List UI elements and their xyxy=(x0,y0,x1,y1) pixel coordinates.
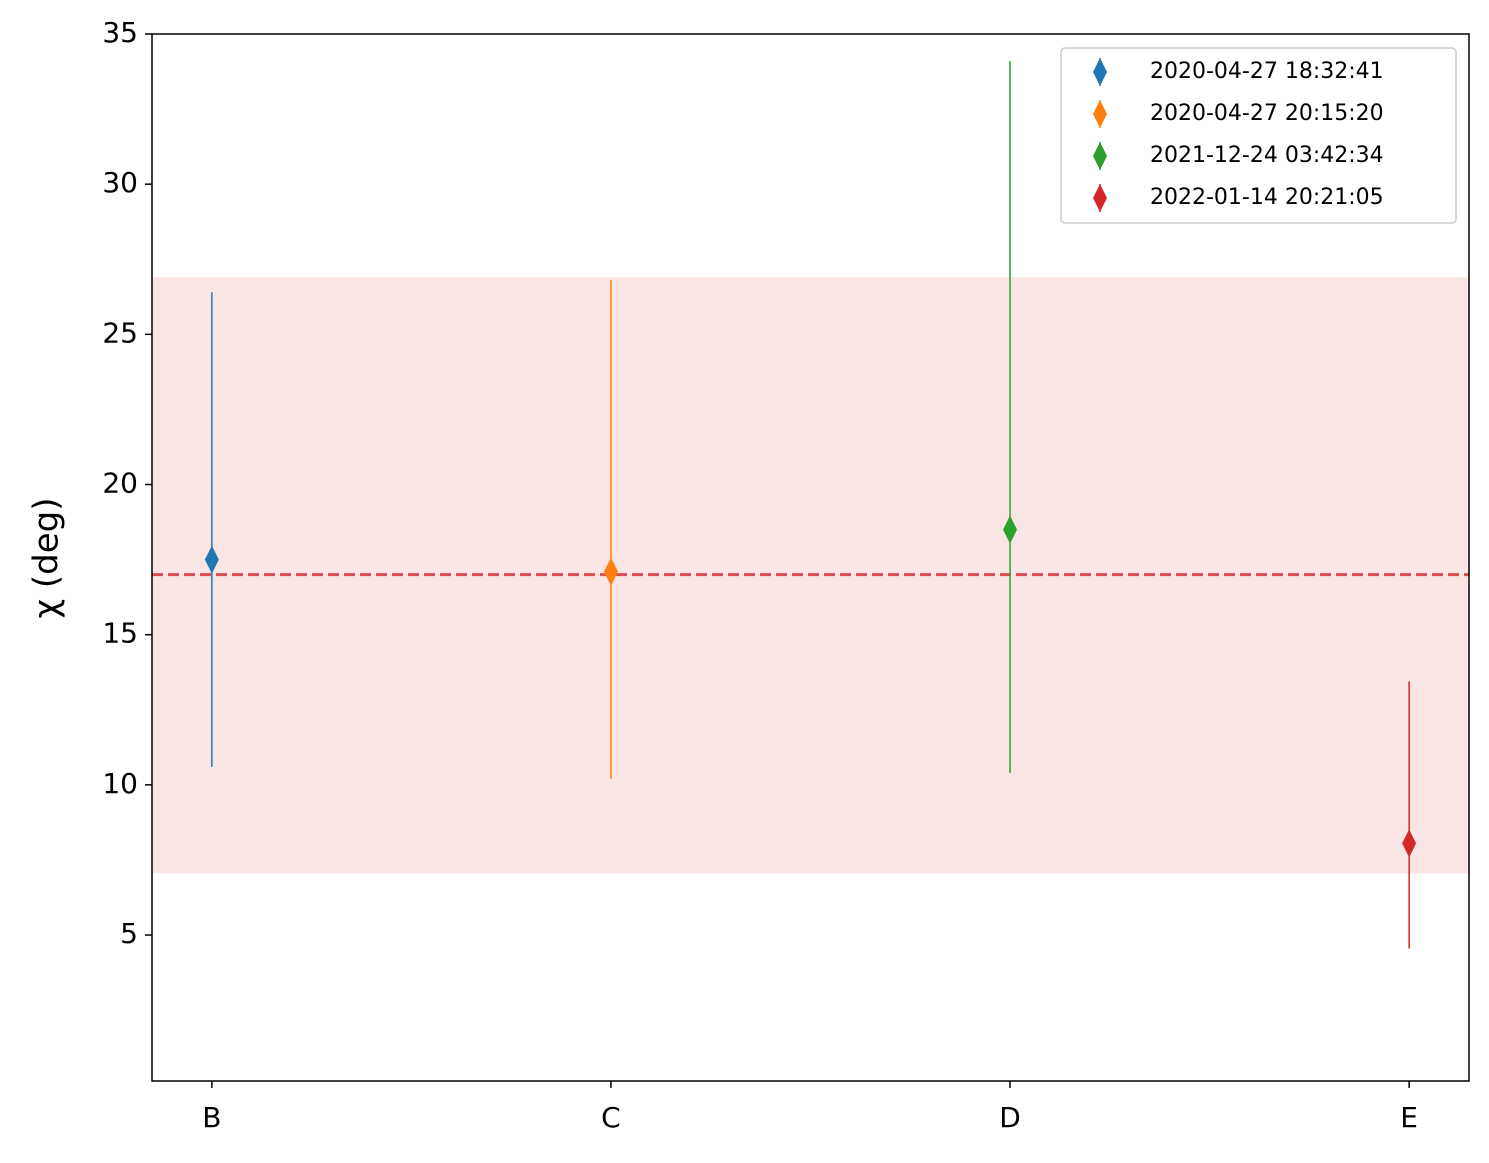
marker xyxy=(603,557,618,586)
legend-box xyxy=(1060,47,1457,224)
marker xyxy=(1003,515,1018,544)
x-tick-label: C xyxy=(601,1101,621,1134)
marker xyxy=(1402,829,1417,858)
y-tick-label: 20 xyxy=(102,467,138,500)
x-tick-label: D xyxy=(999,1101,1021,1134)
y-tick-label: 30 xyxy=(102,166,138,199)
y-tick-label: 10 xyxy=(102,767,138,800)
y-tick-label: 15 xyxy=(102,617,138,650)
legend-label: 2020-04-27 20:15:20 xyxy=(1150,101,1384,126)
legend-label: 2021-12-24 03:42:34 xyxy=(1150,143,1384,168)
x-tick-label: E xyxy=(1400,1101,1418,1134)
marker xyxy=(204,545,219,574)
legend-label: 2022-01-14 20:21:05 xyxy=(1150,185,1384,210)
y-axis-label: χ (deg) xyxy=(27,497,67,618)
y-tick-label: 5 xyxy=(120,917,138,950)
legend-marker xyxy=(1093,142,1107,170)
x-tick-label: B xyxy=(202,1101,221,1134)
plot-frame xyxy=(151,33,1470,1082)
y-tick-label: 25 xyxy=(102,316,138,349)
legend-marker xyxy=(1093,58,1107,86)
legend-marker xyxy=(1093,100,1107,128)
legend-marker xyxy=(1093,184,1107,212)
y-tick-label: 35 xyxy=(102,16,138,49)
legend-label: 2020-04-27 18:32:41 xyxy=(1150,59,1384,84)
